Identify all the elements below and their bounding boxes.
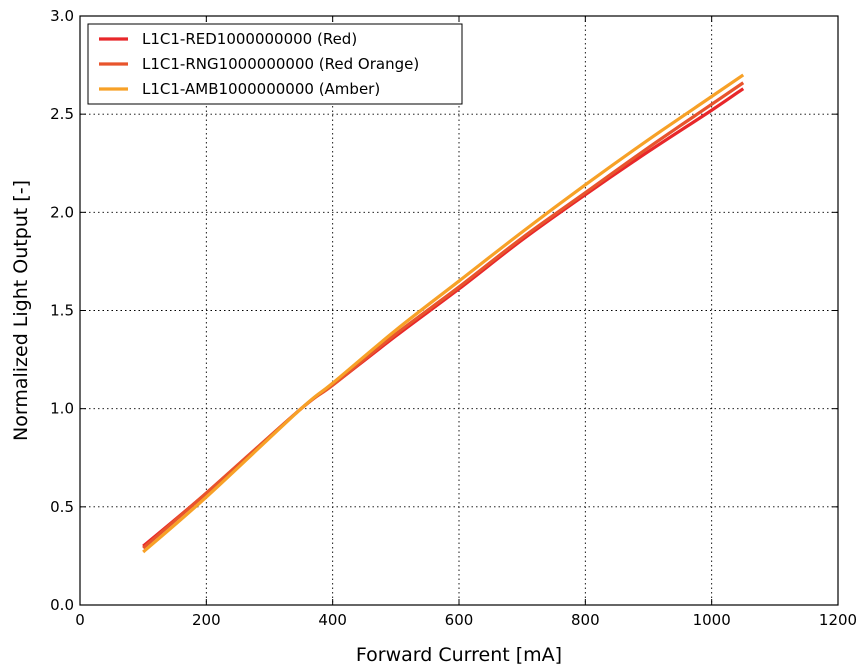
x-tick-label: 1000 [693,611,731,629]
axis-ticks: 0 200 400 600 800 1000 1200 0.0 0.5 1.0 1.5 2.0 2.5 3… [50,7,857,629]
x-tick-label: 400 [318,611,347,629]
y-tick-label: 2.5 [50,105,74,123]
series-line-3 [142,73,745,554]
series-lines [142,73,745,554]
y-tick-label: 1.0 [50,400,74,418]
series-line-2 [142,81,745,550]
y-tick-label: 3.0 [50,7,74,25]
legend-label-1: L1C1-RED1000000000 (Red) [142,30,357,48]
x-tick-label: 200 [192,611,221,629]
series-line-1 [142,87,745,548]
legend-box [87,23,463,105]
x-tick-label: 800 [571,611,600,629]
legend-label-3: L1C1-AMB1000000000 (Amber) [142,80,380,98]
y-tick-label: 0.5 [50,498,74,516]
x-tick-label: 0 [75,611,85,629]
legend-label-2: L1C1-RNG1000000000 (Red Orange) [142,55,419,73]
grid-lines [80,16,838,605]
y-tick-label: 1.5 [50,302,74,320]
legend: L1C1-RED1000000000 (Red) L1C1-RNG10000000… [87,23,463,105]
y-axis-label: Normalized Light Output [-] [10,180,32,441]
x-axis-label: Forward Current [mA] [356,644,562,666]
y-tick-label: 2.0 [50,203,74,221]
x-tick-label: 1200 [819,611,857,629]
x-tick-label: 600 [445,611,474,629]
y-tick-label: 0.0 [50,596,74,614]
